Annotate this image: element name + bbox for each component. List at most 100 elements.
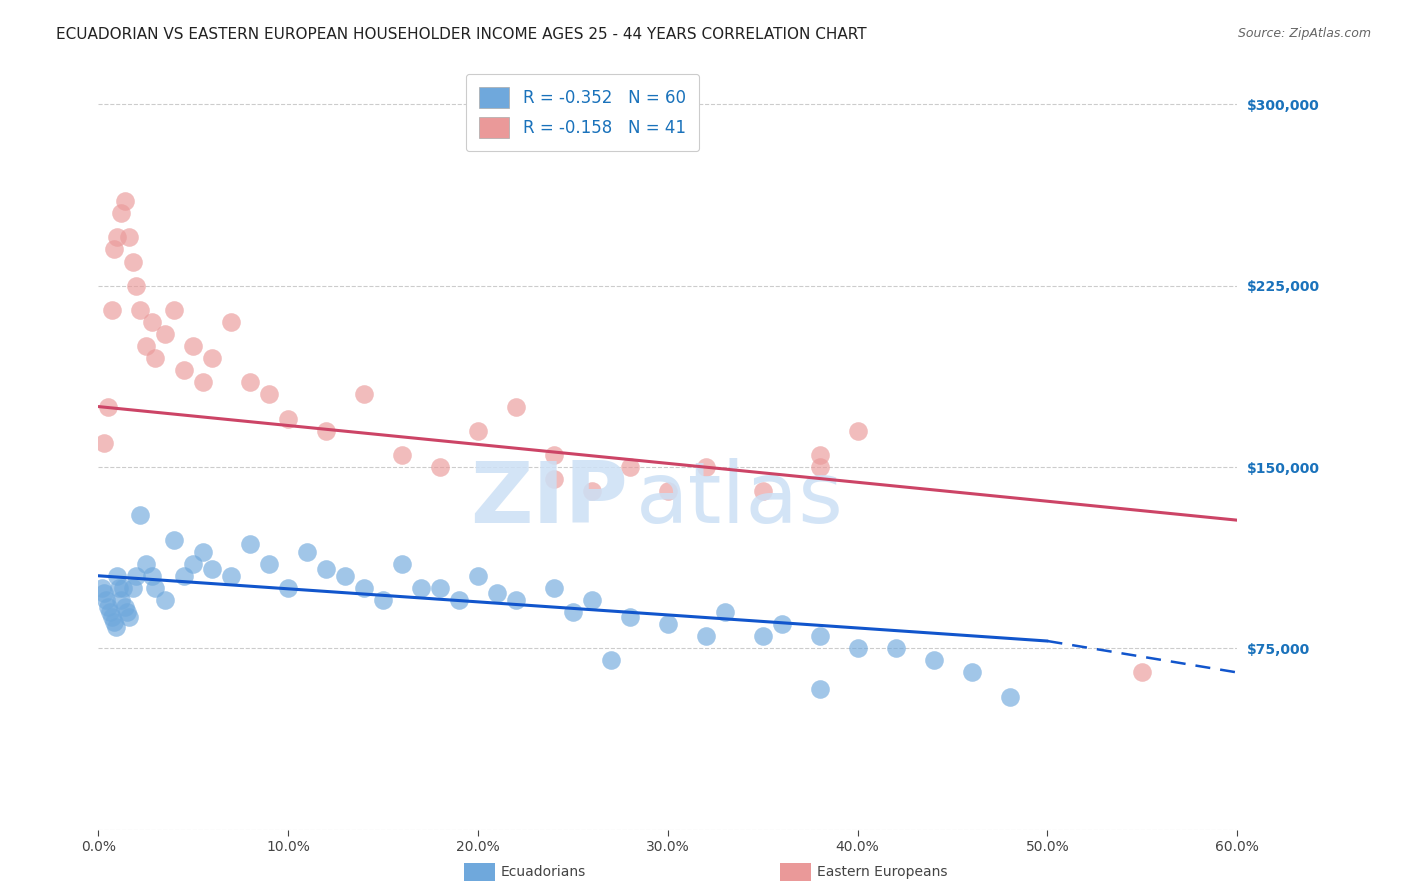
Point <box>239 537 262 551</box>
Point <box>191 376 214 390</box>
Text: Ecuadorians: Ecuadorians <box>501 865 586 880</box>
Point <box>145 351 167 366</box>
Point <box>145 581 167 595</box>
Point <box>752 484 775 499</box>
Point <box>97 400 120 414</box>
Text: ZIP: ZIP <box>470 458 628 541</box>
Point <box>104 619 127 633</box>
Point <box>467 424 489 438</box>
Point <box>353 387 375 401</box>
Point <box>239 376 262 390</box>
Point <box>297 544 319 558</box>
Point <box>391 557 413 571</box>
Point <box>619 610 641 624</box>
Point <box>846 641 869 656</box>
Point <box>93 435 115 450</box>
Point <box>600 653 623 667</box>
Point <box>183 557 205 571</box>
Text: Source: ZipAtlas.com: Source: ZipAtlas.com <box>1237 27 1371 40</box>
Point <box>118 230 141 244</box>
Point <box>770 617 793 632</box>
Point <box>201 351 224 366</box>
Point <box>125 278 148 293</box>
Point <box>505 400 527 414</box>
Point <box>115 605 138 619</box>
Point <box>657 617 679 632</box>
Point <box>221 315 243 329</box>
Point <box>93 585 115 599</box>
Point <box>960 665 983 680</box>
Point <box>94 593 117 607</box>
Point <box>153 593 176 607</box>
Point <box>429 581 451 595</box>
Point <box>543 581 565 595</box>
Point <box>183 339 205 353</box>
Point <box>100 610 122 624</box>
Point <box>221 568 243 582</box>
Point <box>619 460 641 475</box>
Point <box>118 610 141 624</box>
Point <box>173 363 195 377</box>
Point <box>141 568 163 582</box>
Point <box>97 600 120 615</box>
Point <box>657 484 679 499</box>
Point <box>808 629 831 643</box>
Point <box>191 544 214 558</box>
Text: atlas: atlas <box>636 458 844 541</box>
Point <box>543 472 565 486</box>
Point <box>1132 665 1154 680</box>
Point <box>153 327 176 342</box>
Point <box>467 568 489 582</box>
Point <box>922 653 945 667</box>
Point <box>135 339 157 353</box>
Point <box>429 460 451 475</box>
Point <box>114 600 136 615</box>
Point <box>129 302 152 317</box>
Point <box>125 568 148 582</box>
Point <box>163 533 186 547</box>
Point <box>163 302 186 317</box>
Point <box>998 690 1021 704</box>
Point <box>91 581 114 595</box>
Point <box>277 411 299 425</box>
Point <box>335 568 357 582</box>
Point <box>808 460 831 475</box>
Point <box>695 460 717 475</box>
Point <box>447 593 470 607</box>
Point <box>714 605 737 619</box>
Point <box>315 561 337 575</box>
Point <box>808 682 831 697</box>
Point <box>391 448 413 462</box>
Point <box>486 585 509 599</box>
Point <box>562 605 585 619</box>
Point <box>135 557 157 571</box>
Point <box>884 641 907 656</box>
Point <box>103 243 125 257</box>
Point <box>808 448 831 462</box>
Point <box>695 629 717 643</box>
Point <box>100 302 122 317</box>
Point <box>107 568 129 582</box>
Point <box>411 581 433 595</box>
Point <box>107 230 129 244</box>
Point <box>315 424 337 438</box>
Point <box>581 593 603 607</box>
Point <box>98 605 121 619</box>
Point <box>110 593 132 607</box>
Point <box>201 561 224 575</box>
Point <box>543 448 565 462</box>
Point <box>846 424 869 438</box>
Point <box>371 593 394 607</box>
Point <box>173 568 195 582</box>
Point <box>141 315 163 329</box>
Point <box>505 593 527 607</box>
Text: Eastern Europeans: Eastern Europeans <box>817 865 948 880</box>
Point <box>129 508 152 523</box>
Point <box>103 615 125 629</box>
Point <box>353 581 375 595</box>
Point <box>259 387 281 401</box>
Legend: R = -0.352   N = 60, R = -0.158   N = 41: R = -0.352 N = 60, R = -0.158 N = 41 <box>465 74 699 152</box>
Point <box>121 254 143 268</box>
Point <box>121 581 143 595</box>
Point <box>277 581 299 595</box>
